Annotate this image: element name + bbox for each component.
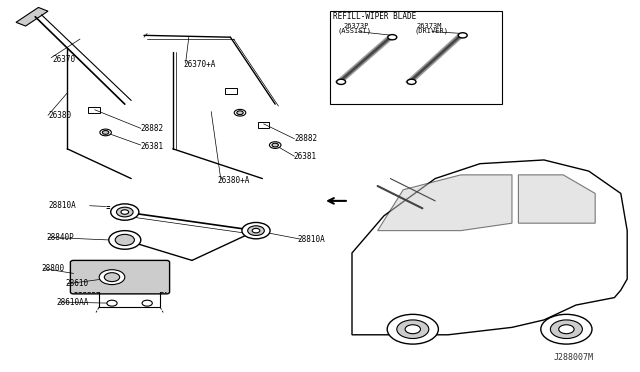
Circle shape xyxy=(550,320,582,339)
Text: 28840P: 28840P xyxy=(46,233,74,242)
Polygon shape xyxy=(352,160,627,335)
Text: 26381: 26381 xyxy=(293,153,316,161)
Text: 28882: 28882 xyxy=(141,124,164,133)
Circle shape xyxy=(237,111,243,115)
Circle shape xyxy=(109,231,141,249)
Bar xyxy=(225,88,237,94)
Bar xyxy=(88,107,100,113)
Circle shape xyxy=(269,142,281,148)
Bar xyxy=(258,122,269,128)
Polygon shape xyxy=(518,175,595,223)
Text: J288007M: J288007M xyxy=(554,353,594,362)
Text: REFILL-WIPER BLADE: REFILL-WIPER BLADE xyxy=(333,12,416,21)
Circle shape xyxy=(397,320,429,339)
Text: 28882: 28882 xyxy=(294,134,317,143)
Circle shape xyxy=(541,314,592,344)
Circle shape xyxy=(234,109,246,116)
Circle shape xyxy=(107,300,117,306)
Text: 28810A: 28810A xyxy=(298,235,325,244)
Text: (ASSIST): (ASSIST) xyxy=(338,27,372,34)
Circle shape xyxy=(458,33,467,38)
Text: 28610: 28610 xyxy=(65,279,88,288)
Text: 26381: 26381 xyxy=(141,142,164,151)
Circle shape xyxy=(116,207,133,217)
Circle shape xyxy=(272,143,278,147)
Circle shape xyxy=(242,222,270,239)
Text: (DRIVER): (DRIVER) xyxy=(414,27,448,34)
Circle shape xyxy=(337,79,346,84)
Circle shape xyxy=(388,35,397,40)
Text: 26373P: 26373P xyxy=(344,23,369,29)
Text: 28810A: 28810A xyxy=(48,201,76,210)
Text: 26380+A: 26380+A xyxy=(218,176,250,185)
Circle shape xyxy=(248,226,264,235)
Text: 28800: 28800 xyxy=(42,264,65,273)
Circle shape xyxy=(387,314,438,344)
Circle shape xyxy=(100,129,111,136)
Bar xyxy=(330,11,502,104)
Text: 26373M: 26373M xyxy=(416,23,442,29)
Circle shape xyxy=(99,270,125,285)
Circle shape xyxy=(407,79,416,84)
Circle shape xyxy=(115,234,134,246)
Circle shape xyxy=(252,228,260,233)
Text: 28610AA: 28610AA xyxy=(56,298,89,307)
Circle shape xyxy=(111,204,139,220)
Text: 26370+A: 26370+A xyxy=(184,60,216,69)
Circle shape xyxy=(559,325,574,334)
FancyBboxPatch shape xyxy=(70,260,170,294)
Text: 26380: 26380 xyxy=(48,111,71,120)
Text: 26370: 26370 xyxy=(52,55,76,64)
Polygon shape xyxy=(16,7,48,26)
Circle shape xyxy=(102,131,109,134)
Circle shape xyxy=(142,300,152,306)
Polygon shape xyxy=(378,175,512,231)
Circle shape xyxy=(405,325,420,334)
Circle shape xyxy=(121,210,129,214)
Circle shape xyxy=(104,273,120,282)
